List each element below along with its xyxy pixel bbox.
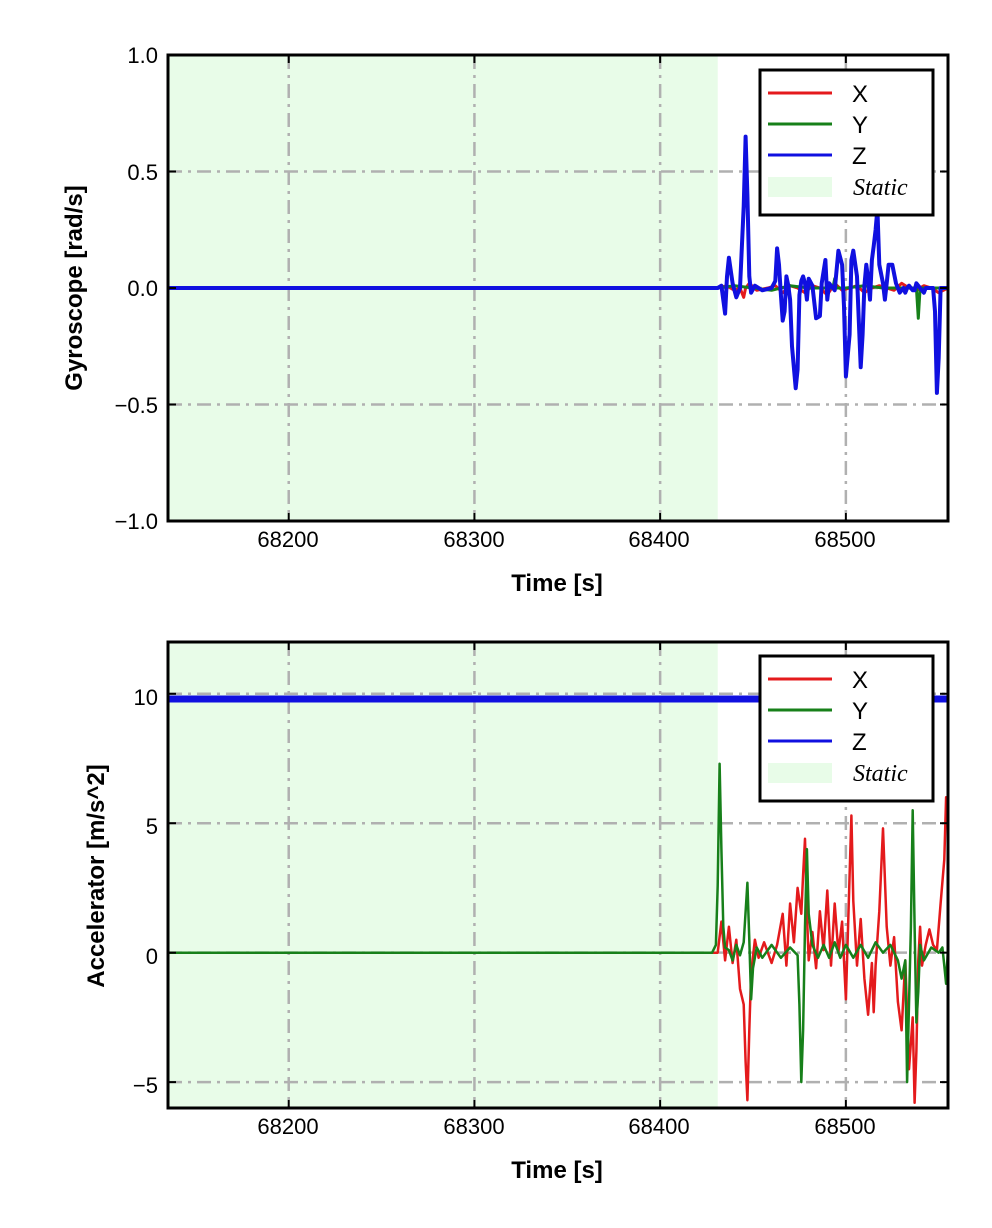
legend-label-y: Y (852, 112, 868, 139)
gyroscope-panel: 1.0 0.5 0.0 −0.5 −1.0 68200 68300 68400 … (61, 43, 950, 597)
accelerator-legend: X Y Z Static (758, 654, 935, 803)
y-tick-label: 0.0 (127, 276, 158, 301)
legend-label-static: Static (853, 761, 908, 787)
y-tick-label: −1.0 (115, 509, 158, 534)
legend-label-y: Y (852, 698, 868, 725)
y-tick-label: 0 (146, 944, 158, 969)
x-tick-label: 68500 (814, 1114, 875, 1139)
gyroscope-y-tick-labels: 1.0 0.5 0.0 −0.5 −1.0 (115, 43, 158, 534)
legend-swatch-static (768, 177, 832, 197)
legend-label-z: Z (852, 143, 867, 170)
x-tick-label: 68200 (257, 1114, 318, 1139)
accelerator-static-region (168, 642, 718, 1108)
legend-label-x: X (852, 667, 868, 694)
series-line-z (168, 134, 948, 395)
gyroscope-x-tick-labels: 68200 68300 68400 68500 (257, 527, 875, 552)
x-tick-label: 68400 (628, 1114, 689, 1139)
accelerator-y-tick-labels: 10 5 0 −5 (133, 685, 158, 1098)
legend-swatch-static (768, 763, 832, 783)
x-tick-label: 68300 (443, 527, 504, 552)
accelerator-ticks (168, 642, 948, 1108)
accelerator-y-axis-title: Accelerator [m/s^2] (83, 764, 110, 987)
y-tick-label: 10 (134, 685, 158, 710)
x-tick-label: 68300 (443, 1114, 504, 1139)
gyroscope-legend: X Y Z Static (758, 68, 935, 217)
gyroscope-x-axis-title: Time [s] (511, 570, 603, 597)
gyroscope-series (168, 134, 948, 395)
x-tick-label: 68400 (628, 527, 689, 552)
y-tick-label: −5 (133, 1073, 158, 1098)
x-tick-label: 68500 (814, 527, 875, 552)
y-tick-label: −0.5 (115, 393, 158, 418)
legend-label-static: Static (853, 175, 908, 201)
y-tick-label: 1.0 (127, 43, 158, 68)
accelerator-x-tick-labels: 68200 68300 68400 68500 (257, 1114, 875, 1139)
legend-label-z: Z (852, 729, 867, 756)
accelerator-grid (168, 642, 948, 1108)
y-tick-label: 0.5 (127, 160, 158, 185)
series-line-y (168, 762, 948, 1084)
legend-label-x: X (852, 81, 868, 108)
y-tick-label: 5 (146, 814, 158, 839)
accelerator-x-axis-title: Time [s] (511, 1157, 603, 1184)
gyroscope-y-axis-title: Gyroscope [rad/s] (61, 185, 88, 390)
gyroscope-ticks (168, 54, 948, 522)
series-line-x (168, 281, 948, 299)
accelerator-plot-frame (166, 640, 950, 1110)
x-tick-label: 68200 (257, 527, 318, 552)
accelerator-panel: 10 5 0 −5 68200 68300 68400 68500 Time [… (83, 640, 950, 1184)
